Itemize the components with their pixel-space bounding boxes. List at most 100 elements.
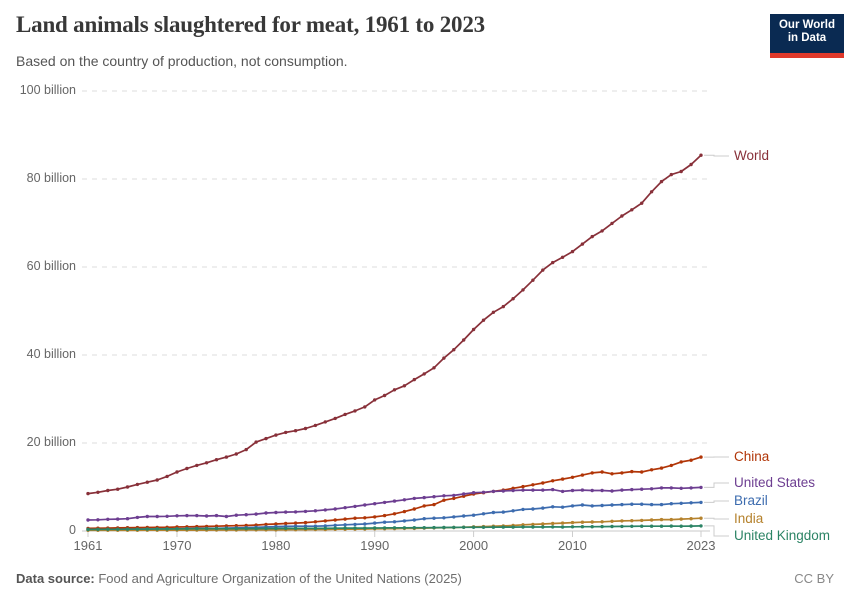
- data-point-marker: [155, 514, 159, 519]
- data-point-marker: [610, 221, 614, 226]
- data-point-marker: [422, 526, 426, 530]
- owid-logo[interactable]: Our World in Data: [770, 14, 844, 58]
- data-point-marker: [333, 518, 337, 522]
- data-point-marker: [422, 372, 426, 376]
- data-point-marker: [580, 525, 585, 529]
- y-axis-tick-label: 100 billion: [19, 83, 76, 97]
- data-point-marker: [630, 208, 634, 212]
- data-point-marker: [531, 488, 535, 492]
- data-point-marker: [392, 499, 397, 503]
- data-point-marker: [679, 486, 683, 490]
- data-point-marker: [659, 517, 664, 522]
- data-point-marker: [373, 502, 377, 506]
- data-point-marker: [274, 433, 278, 437]
- data-point-marker: [462, 514, 466, 518]
- data-point-marker: [185, 466, 189, 471]
- data-point-marker: [541, 522, 545, 526]
- data-point-marker: [491, 310, 496, 314]
- data-point-marker: [689, 486, 693, 490]
- data-point-marker: [630, 519, 634, 523]
- data-point-marker: [531, 507, 535, 511]
- data-point-marker: [284, 430, 288, 435]
- data-point-marker: [323, 526, 327, 530]
- data-source-note: Data source: Food and Agriculture Organi…: [16, 571, 462, 586]
- data-point-marker: [214, 526, 219, 531]
- data-point-marker: [560, 477, 565, 481]
- data-point-marker: [481, 318, 486, 322]
- data-point-marker: [86, 491, 90, 496]
- page-title: Land animals slaughtered for meat, 1961 …: [16, 12, 485, 37]
- series-label-india[interactable]: India: [734, 511, 764, 526]
- data-point-marker: [570, 520, 575, 525]
- data-point-marker: [610, 472, 614, 476]
- data-point-marker: [471, 513, 476, 517]
- data-point-marker: [689, 458, 693, 462]
- label-connector: [704, 500, 729, 503]
- series-label-united-kingdom[interactable]: United Kingdom: [734, 528, 831, 543]
- data-point-marker: [580, 520, 585, 524]
- data-point-marker: [699, 524, 703, 528]
- data-point-marker: [353, 516, 357, 520]
- data-point-marker: [116, 527, 120, 531]
- data-point-marker: [640, 201, 644, 205]
- data-point-marker: [600, 524, 604, 529]
- data-point-marker: [175, 470, 179, 474]
- data-point-marker: [155, 478, 159, 482]
- data-point-marker: [382, 513, 387, 518]
- x-axis-tick-label: 1990: [360, 538, 390, 553]
- data-point-marker: [412, 377, 416, 382]
- data-point-marker: [402, 498, 407, 502]
- data-point-marker: [323, 519, 327, 523]
- data-point-marker: [679, 517, 683, 521]
- data-point-marker: [649, 518, 654, 522]
- data-point-marker: [274, 510, 278, 515]
- data-series-united-kingdom: [86, 524, 703, 532]
- data-point-marker: [343, 523, 347, 527]
- data-point-marker: [432, 495, 436, 499]
- data-point-marker: [551, 487, 555, 492]
- data-point-marker: [471, 491, 476, 495]
- license-link[interactable]: CC BY: [794, 571, 834, 586]
- data-point-marker: [116, 487, 120, 491]
- data-point-marker: [659, 179, 664, 184]
- data-point-marker: [669, 486, 673, 490]
- data-point-marker: [580, 503, 585, 507]
- data-point-marker: [244, 447, 248, 452]
- data-point-marker: [649, 502, 654, 507]
- data-point-marker: [412, 507, 416, 511]
- data-point-marker: [689, 162, 693, 167]
- data-point-marker: [432, 366, 436, 370]
- data-point-marker: [125, 527, 130, 531]
- data-point-marker: [274, 522, 278, 526]
- data-point-marker: [521, 525, 525, 529]
- series-label-world[interactable]: World: [734, 148, 770, 163]
- data-point-marker: [422, 504, 426, 508]
- series-line: [87, 456, 702, 530]
- data-point-marker: [699, 485, 703, 490]
- data-point-marker: [116, 517, 120, 521]
- data-point-marker: [195, 527, 199, 531]
- series-label-china[interactable]: China: [734, 449, 770, 464]
- data-point-marker: [511, 488, 515, 493]
- data-point-marker: [442, 498, 446, 502]
- data-point-marker: [570, 475, 575, 479]
- series-label-brazil[interactable]: Brazil: [734, 493, 768, 508]
- data-point-marker: [422, 495, 426, 500]
- data-point-marker: [620, 214, 624, 218]
- data-point-marker: [323, 508, 327, 512]
- label-connector: [704, 154, 729, 157]
- data-point-marker: [462, 338, 466, 342]
- data-point-marker: [640, 524, 644, 528]
- series-label-united-states[interactable]: United States: [734, 475, 816, 490]
- data-point-marker: [521, 488, 525, 492]
- data-point-marker: [86, 527, 90, 532]
- x-axis-tick-label: 2010: [557, 538, 587, 553]
- data-point-marker: [96, 527, 100, 532]
- data-point-marker: [392, 512, 397, 516]
- data-point-marker: [521, 484, 525, 489]
- data-point-marker: [452, 496, 456, 501]
- chart-footer: Data source: Food and Agriculture Organi…: [16, 571, 834, 586]
- data-point-marker: [363, 405, 367, 409]
